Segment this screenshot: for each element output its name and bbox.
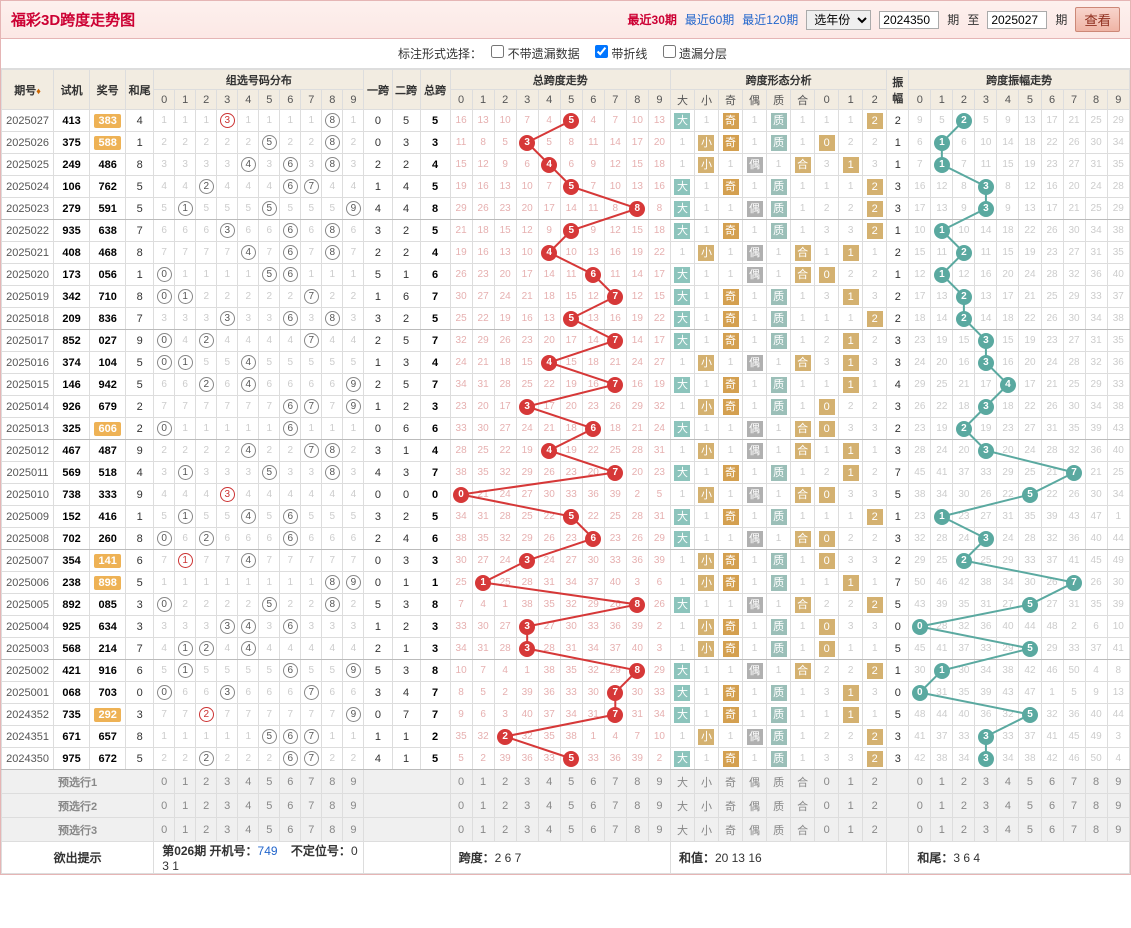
col-ek: 二跨 <box>392 70 420 110</box>
table-row: 2025007354141671774777770333027243242730… <box>2 550 1130 572</box>
table-row: 2024352735292377277777790779634037343173… <box>2 704 1130 726</box>
table-row: 2025024106762544244467441451916131075710… <box>2 176 1130 198</box>
table-row: 2025004925634333334363331233330273273033… <box>2 616 1130 638</box>
table-row: 2025008702260806266666662463835322926236… <box>2 528 1130 550</box>
col-zf: 振幅 <box>887 70 909 110</box>
col-hw: 和尾 <box>126 70 154 110</box>
table-header: 期号♦ 试机 奖号 和尾 组选号码分布 一跨 二跨 总跨 总跨度走势 跨度形态分… <box>2 70 1130 110</box>
preselect-row[interactable]: 预选行201234567890123456789大小奇偶质合0120123456… <box>2 794 1130 818</box>
table-row: 2025015146942566264666692573431282522191… <box>2 374 1130 396</box>
table-row: 2025011569518431333533834373835322926232… <box>2 462 1130 484</box>
table-row: 2025013325606201111161110663330272421186… <box>2 418 1130 440</box>
table-row: 2025012467487922224227823142825221941922… <box>2 440 1130 462</box>
table-row: 2025014926679277777767791232320173172023… <box>2 396 1130 418</box>
hint-row: 欲出提示 第026期 开机号：749 不定位号：0 3 1 跨度：2 6 7 和… <box>2 842 1130 874</box>
table-row: 2025025249486833334363832241512964691215… <box>2 154 1130 176</box>
table-row: 2025009152416151554565553253431282522522… <box>2 506 1130 528</box>
table-row: 2025022935638766636666863252118151295912… <box>2 220 1130 242</box>
range-from-input[interactable] <box>879 11 939 29</box>
filter-opt-0[interactable]: 不带遗漏数据 <box>491 47 579 61</box>
table-row: 2025023279591551555555594482926232017141… <box>2 198 1130 220</box>
filter-row: 标注形式选择： 不带遗漏数据 带折线 遗漏分层 <box>1 39 1130 69</box>
table-row: 2025026375588122222522820331185358111417… <box>2 132 1130 154</box>
col-jh: 奖号 <box>90 70 126 110</box>
col-period: 期号♦ <box>2 70 54 110</box>
trend-table: 期号♦ 试机 奖号 和尾 组选号码分布 一跨 二跨 总跨 总跨度走势 跨度形态分… <box>1 69 1130 874</box>
filter-opt-1[interactable]: 带折线 <box>595 47 647 61</box>
header: 福彩3D跨度走势图 最近30期 最近60期 最近120期 选年份 期 至 期 查… <box>1 1 1130 39</box>
col-sj: 试机 <box>54 70 90 110</box>
year-select[interactable]: 选年份 <box>806 10 871 30</box>
col-yk: 一跨 <box>364 70 392 110</box>
table-footer: 预选行101234567890123456789大小奇偶质合0120123456… <box>2 770 1130 874</box>
table-row: 2024350975672522222267224155239363353336… <box>2 748 1130 770</box>
filter-opt-2[interactable]: 遗漏分层 <box>663 47 727 61</box>
period-link-30[interactable]: 最近30期 <box>628 11 677 28</box>
table-row: 2025010738333944434444440000212427303336… <box>2 484 1130 506</box>
col-zkzs: 总跨度走势 <box>450 70 670 90</box>
table-row: 2025017852027904244447442573229262320171… <box>2 330 1130 352</box>
header-controls: 最近30期 最近60期 最近120期 选年份 期 至 期 查看 <box>628 7 1120 32</box>
preselect-row[interactable]: 预选行101234567890123456789大小奇偶质合0120123456… <box>2 770 1130 794</box>
col-zx: 组选号码分布 <box>154 70 364 90</box>
table-row: 2024351671657811111567111123532232353814… <box>2 726 1130 748</box>
col-kdfx: 跨度形态分析 <box>670 70 886 90</box>
table-row: 2025003568214741244444442133431283283134… <box>2 638 1130 660</box>
view-button[interactable]: 查看 <box>1075 7 1120 32</box>
col-kdzf: 跨度振幅走势 <box>909 70 1130 90</box>
table-row: 2025002421916651555565595381074138353229… <box>2 660 1130 682</box>
table-row: 2025001068703006636667663478523936333073… <box>2 682 1130 704</box>
table-row: 2025016374104501554555551342421181541518… <box>2 352 1130 374</box>
table-row: 2025019342710801222227221673027242118151… <box>2 286 1130 308</box>
col-zk: 总跨 <box>420 70 450 110</box>
table-row: 2025006238898511111111890112512528313437… <box>2 572 1130 594</box>
table-body: 2025027413383411131111810551613107454710… <box>2 110 1130 770</box>
table-row: 2025018209836733333363833252522191613513… <box>2 308 1130 330</box>
table-row: 2025027413383411131111810551613107454710… <box>2 110 1130 132</box>
range-to-input[interactable] <box>987 11 1047 29</box>
period-link-60[interactable]: 最近60期 <box>685 11 734 28</box>
period-link-120[interactable]: 最近120期 <box>742 11 798 28</box>
table-row: 2025005892085302222522825387413835322926… <box>2 594 1130 616</box>
table-row: 2025020173056101111561115162623201714116… <box>2 264 1130 286</box>
preselect-row[interactable]: 预选行301234567890123456789大小奇偶质合0120123456… <box>2 818 1130 842</box>
table-row: 2025021408468877774767872241916131041013… <box>2 242 1130 264</box>
page-title: 福彩3D跨度走势图 <box>11 9 135 30</box>
